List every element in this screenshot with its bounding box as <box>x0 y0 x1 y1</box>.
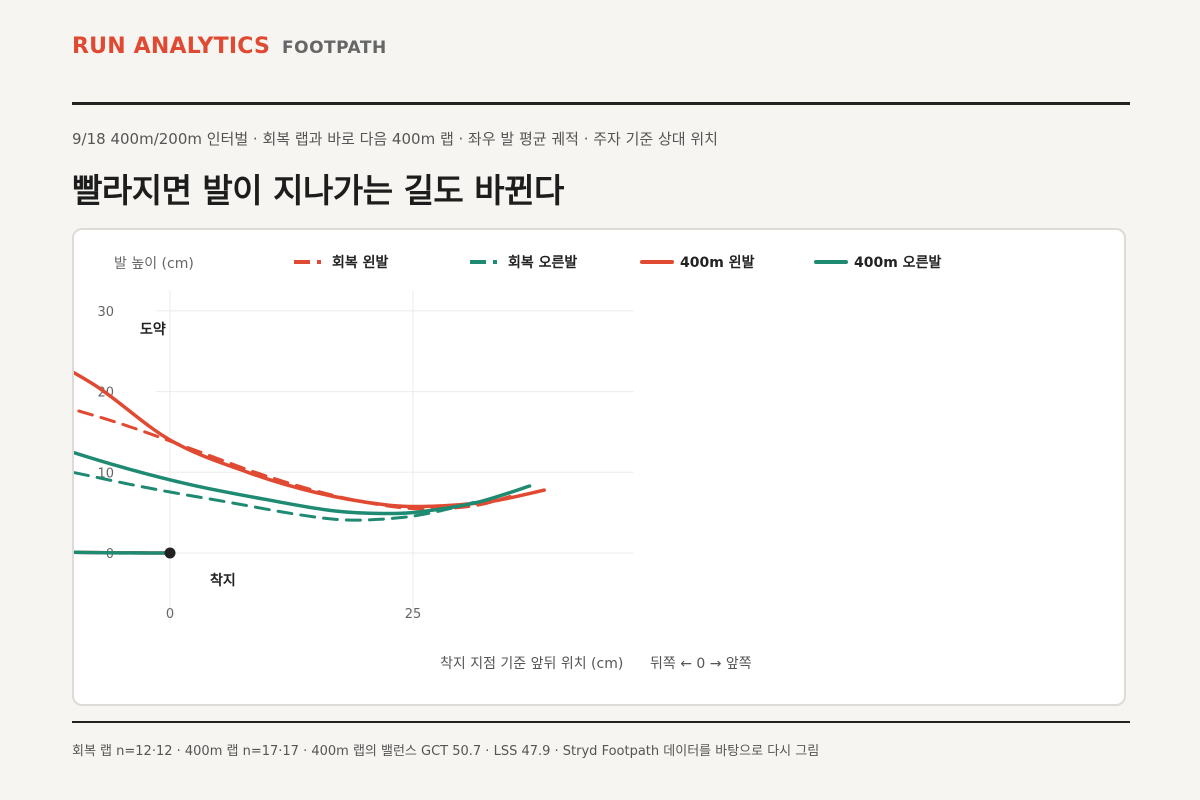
header-separator: · <box>265 38 271 57</box>
page-headline: 빨라지면 발이 지나가는 길도 바뀐다 <box>72 171 564 210</box>
header-bar: RUN ANALYTICS · FOOTPATH <box>72 32 1130 66</box>
top-rule <box>72 102 1130 105</box>
source-footnote: 회복 랩 n=12·12 · 400m 랩 n=17·17 · 400m 랩의 … <box>72 744 820 759</box>
annotation-landing: 착지 <box>210 572 236 589</box>
legend-label: 회복 왼발 <box>332 254 389 271</box>
landing-point <box>164 547 176 559</box>
x-tick-label: 0 <box>166 607 174 622</box>
y-tick-label: 30 <box>97 305 114 320</box>
brand-title: RUN ANALYTICS <box>72 34 271 59</box>
x-direction-note: 뒤쪽 ← 0 → 앞쪽 <box>650 656 752 672</box>
series-line-2 <box>74 471 483 555</box>
chart-subtitle: 9/18 400m/200m 인터벌 · 회복 랩과 바로 다음 400m 랩 … <box>72 130 718 148</box>
section-title: FOOTPATH <box>282 38 387 58</box>
series-line-3 <box>74 370 546 555</box>
y-tick-label: 0 <box>106 547 114 562</box>
legend-label: 400m 오른발 <box>854 254 941 271</box>
series-line-4 <box>74 450 532 555</box>
legend-label: 400m 왼발 <box>680 254 755 271</box>
bottom-rule <box>72 721 1130 723</box>
legend-label: 회복 오른발 <box>508 254 577 271</box>
x-axis-title: 착지 지점 기준 앞뒤 위치 (cm) <box>440 656 623 672</box>
y-axis-title: 발 높이 (cm) <box>114 256 194 272</box>
series-line-1 <box>74 408 512 555</box>
x-tick-label: 25 <box>405 607 422 622</box>
annotation-toe-off: 도약 <box>140 321 166 338</box>
